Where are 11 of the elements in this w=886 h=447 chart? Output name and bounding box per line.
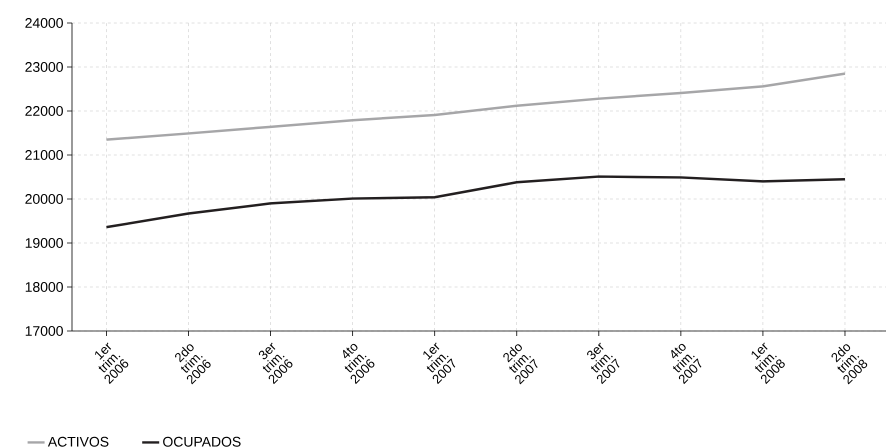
y-tick-label: 18000 [26,282,63,292]
legend-label: OCUPADOS [163,436,241,447]
legend-label: ACTIVOS [48,436,108,447]
line-series [105,175,846,228]
y-tick-label: 19000 [26,238,63,248]
y-tick-label: 21000 [25,150,63,160]
y-tick-label: 24000 [25,18,63,28]
y-tick-label: 17000 [26,326,63,336]
y-tick-label: 22000 [25,106,63,116]
y-tick-label: 23000 [25,62,63,72]
y-tick-label: 20000 [25,194,63,204]
